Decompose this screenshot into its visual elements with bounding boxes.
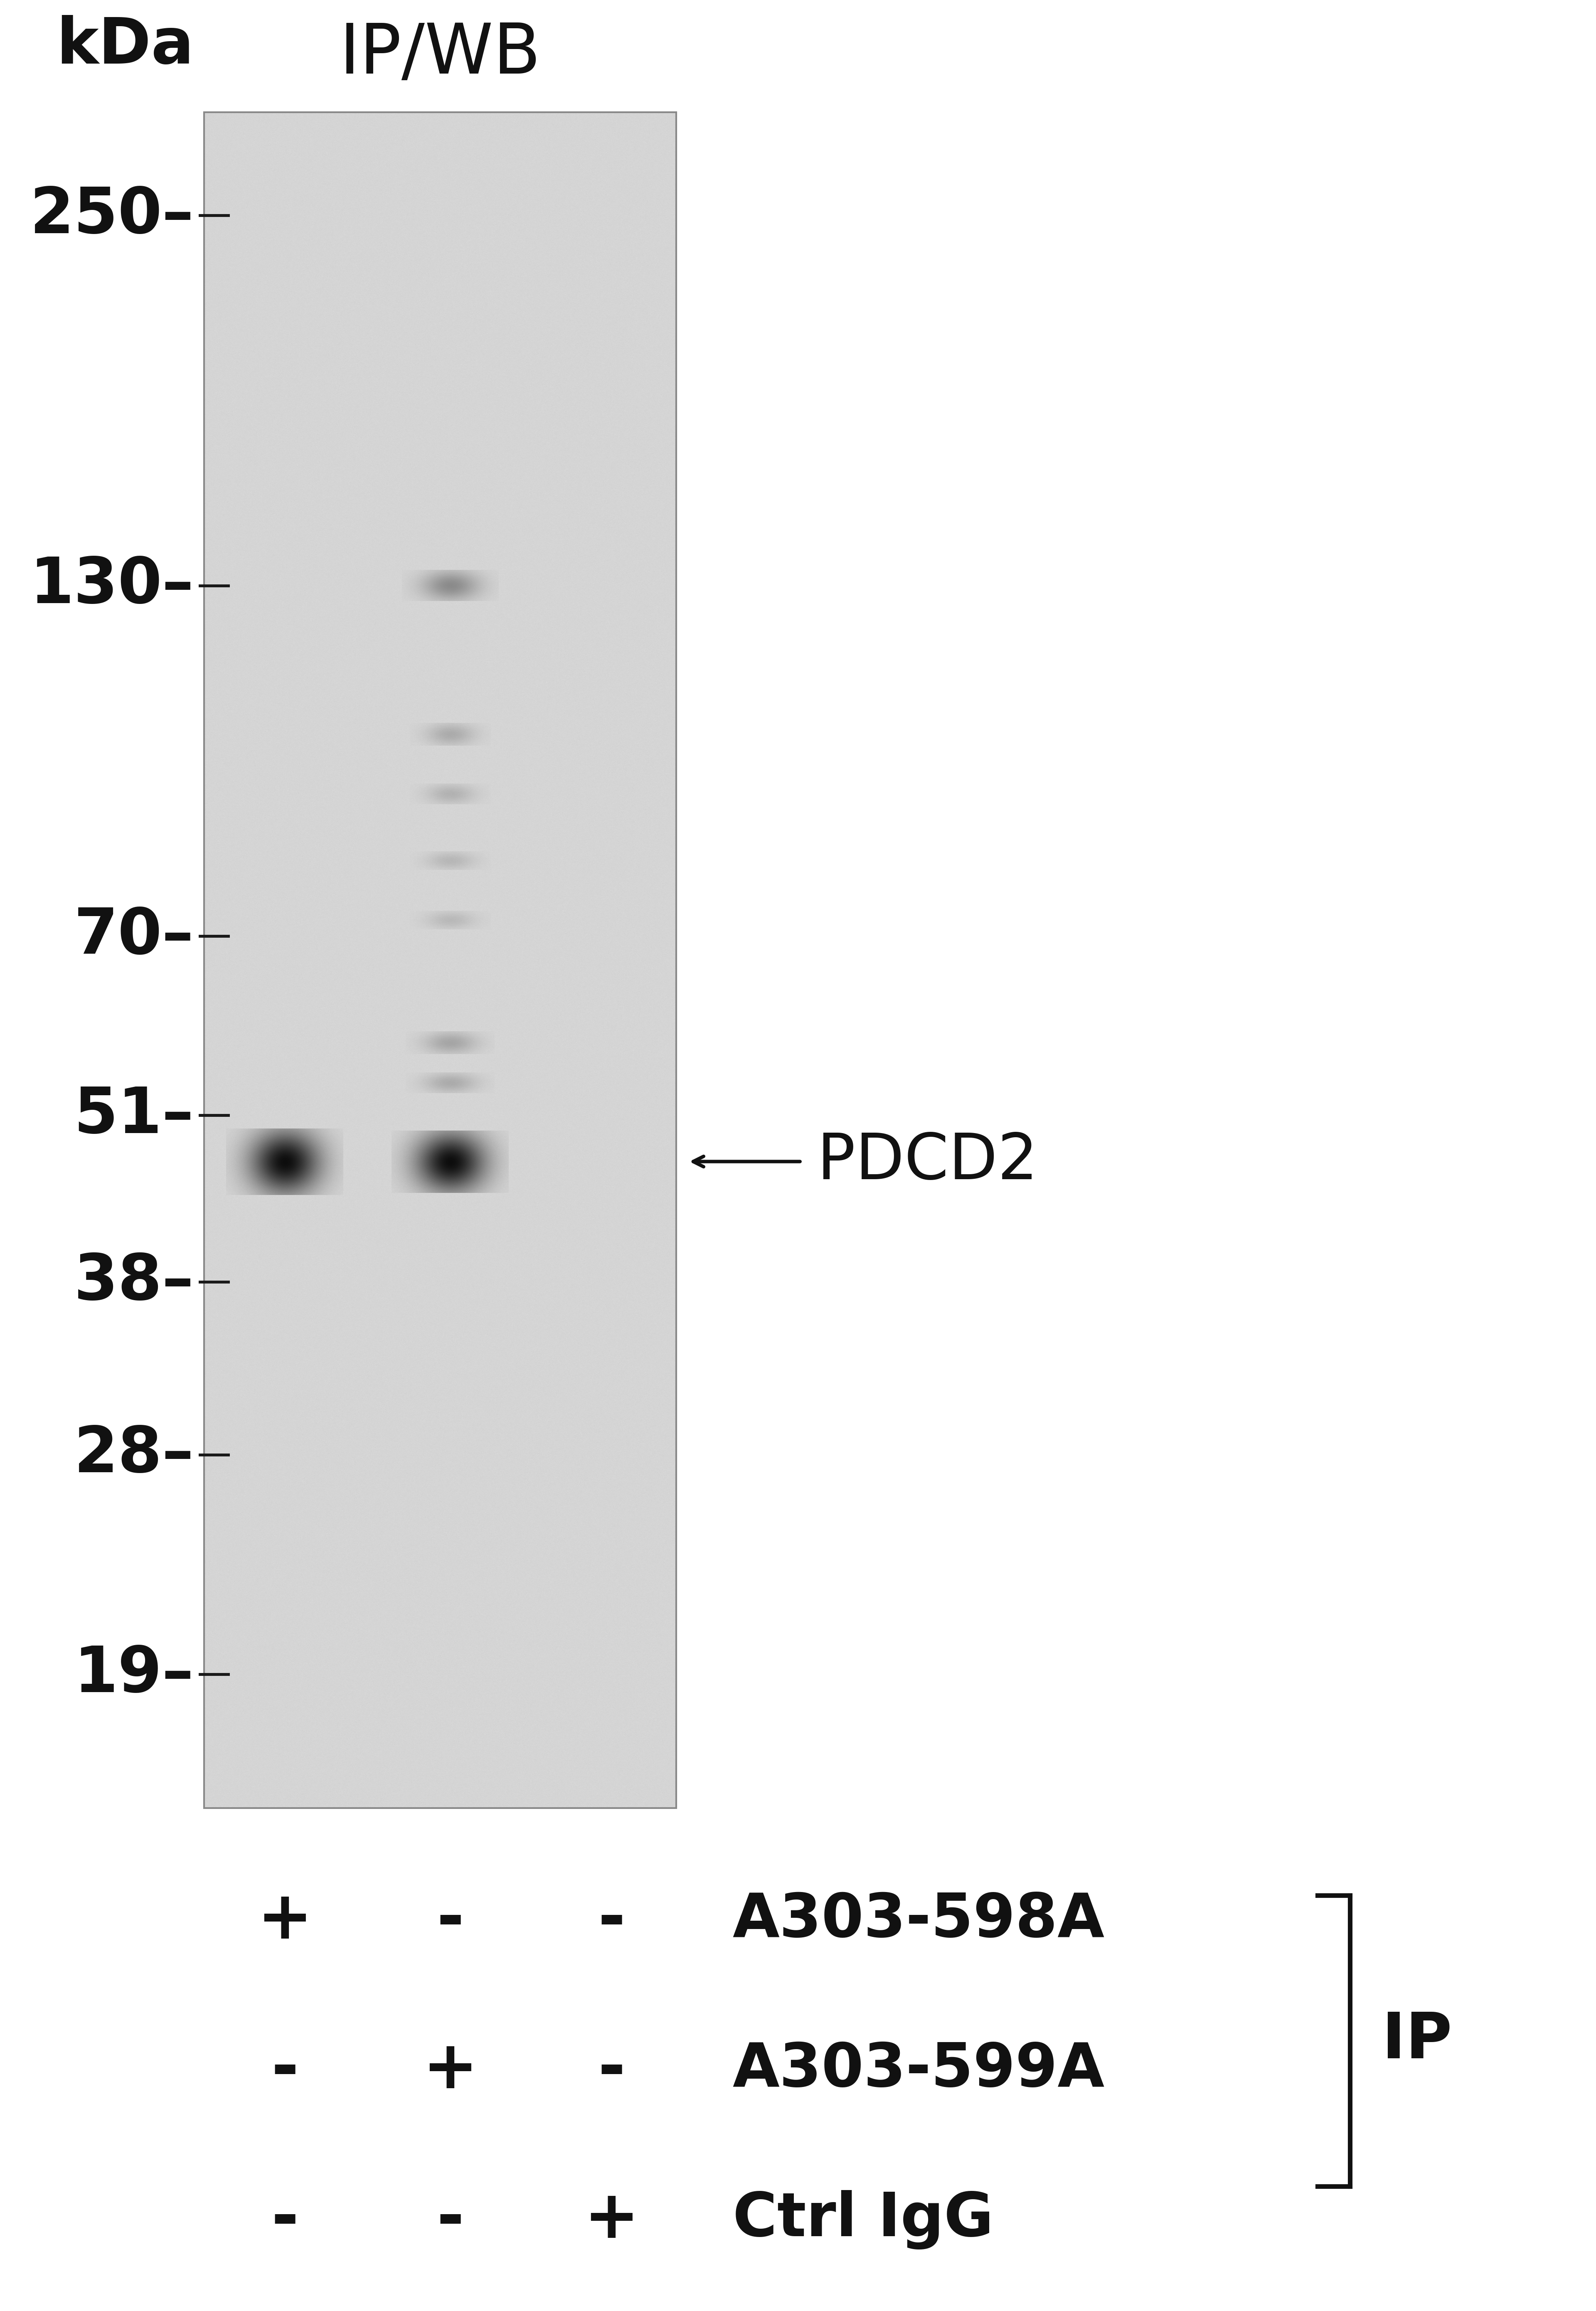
- Text: 250–: 250–: [30, 185, 195, 247]
- Text: +: +: [423, 2038, 477, 2103]
- Text: 51–: 51–: [73, 1084, 195, 1146]
- Text: +: +: [257, 1888, 313, 1953]
- Text: A303-598A: A303-598A: [733, 1890, 1104, 1950]
- Text: -: -: [598, 2038, 626, 2103]
- Text: A303-599A: A303-599A: [733, 2041, 1104, 2098]
- Text: 19–: 19–: [73, 1643, 195, 1706]
- Text: 130–: 130–: [30, 555, 195, 617]
- Text: 70–: 70–: [73, 906, 195, 966]
- Text: IP/WB: IP/WB: [340, 21, 541, 88]
- Text: -: -: [436, 1888, 464, 1953]
- Text: -: -: [598, 1888, 626, 1953]
- Text: 28–: 28–: [73, 1424, 195, 1486]
- Text: Ctrl IgG: Ctrl IgG: [733, 2191, 993, 2249]
- Bar: [204, 113, 677, 1807]
- Text: 38–: 38–: [73, 1250, 195, 1313]
- Text: PDCD2: PDCD2: [817, 1130, 1037, 1192]
- Text: -: -: [271, 2186, 298, 2251]
- Text: -: -: [436, 2186, 464, 2251]
- Text: IP: IP: [1382, 2011, 1452, 2071]
- Text: +: +: [584, 2186, 640, 2251]
- Text: -: -: [271, 2038, 298, 2103]
- Text: kDa: kDa: [56, 14, 195, 76]
